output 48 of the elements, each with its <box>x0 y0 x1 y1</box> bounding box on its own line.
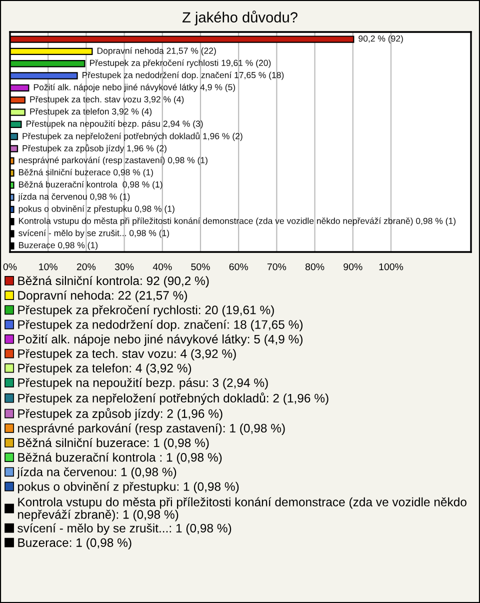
x-tick-label: 10% <box>39 263 58 270</box>
x-tick-label: 0% <box>3 263 17 270</box>
legend-label: Přestupek za nedodržení dop. značení: 18 (17,65 %) <box>18 320 303 332</box>
legend-label: Buzerace: 1 (0,98 %) <box>18 538 132 550</box>
data-label: pokus o obvinění z přestupku 0,98 % (1) <box>18 205 174 214</box>
data-label: Buzerace 0,98 % (1) <box>19 242 98 250</box>
data-label: Požití alk. nápoje nebo jiné návykové látky 4,9 % (5) <box>34 84 236 92</box>
data-label: Přestupek za nepřeložení potřebných dokladů 1,96 % (2) <box>22 132 242 141</box>
legend-label: Přestupek za tech. stav vozu: 4 (3,92 %) <box>18 348 236 360</box>
data-label: Přestupek na nepoužití bezp. pásu 2,94 % (3) <box>26 120 203 129</box>
x-tick-label: 20% <box>76 263 96 270</box>
legend-label: pokus o obvinění z přestupku: 1 (0,98 %) <box>18 482 239 494</box>
legend-label: Přestupek za telefon: 4 (3,92 %) <box>18 363 192 375</box>
data-label: Přestupek za nedodržení dop. značení 17,65 % (18) <box>82 72 284 80</box>
data-label: Kontrola vstupu do města při příležitosti konání demonstrace (zda ve vozidle někdo nepřeváží zbraně) 0,98 % (1) <box>19 217 456 226</box>
legend-label: Přestupek za překročení rychlosti: 20 (19,61 %) <box>18 305 274 317</box>
data-label: Běžná silniční buzerace 0,98 % (1) <box>19 168 153 178</box>
data-label: svícení - mělo by se zrušit... 0,98 % (1) <box>18 230 169 238</box>
legend-label: jízda na červenou: 1 (0,98 %) <box>16 467 176 479</box>
x-tick-label: 70% <box>267 263 286 270</box>
data-label: nesprávné parkování (resp zastavení) 0,98 % (1) <box>18 156 208 165</box>
data-label: jízda na červenou 0,98 % (1) <box>18 193 130 202</box>
data-label: Přestupek za překročení rychlosti 19,61 % (20) <box>90 59 271 68</box>
chart-title: Z jakého důvodu? <box>182 10 298 26</box>
legend-label: Přestupek za nepřeložení potřebných dokladů: 2 (1,96 %) <box>18 392 328 405</box>
data-label: Dopravní nehoda 21,57 % (22) <box>97 47 216 56</box>
x-tick-label: 50% <box>191 263 210 270</box>
legend-label: nesprávné parkování (resp zastavení): 1 (0,98 %) <box>18 423 285 435</box>
x-tick-label: 80% <box>305 263 324 270</box>
legend-label: Běžná silniční kontrola: 92 (90,2 %) <box>18 276 209 288</box>
legend-label: Dopravní nehoda: 22 (21,57 %) <box>18 290 188 302</box>
legend-label: Kontrola vstupu do města při příležitosti konání demonstrace (zda ve vozidle někdo nepřeváží zbraně): 1 (0,98 %) <box>18 497 466 522</box>
legend-label: Běžná buzerační kontrola : 1 (0,98 %) <box>18 452 222 464</box>
legend-label: Přestupek za způsob jízdy: 2 (1,96 %) <box>18 408 222 420</box>
x-tick-label: 100% <box>379 263 404 270</box>
data-label: Přestupek za způsob jízdy 1,96 % (2) <box>22 144 166 154</box>
legend-label: Běžná silniční buzerace: 1 (0,98 %) <box>18 438 209 450</box>
x-tick-label: 40% <box>152 263 172 270</box>
data-label: Přestupek za telefon 3,92 % (4) <box>30 108 152 116</box>
x-tick-label: 60% <box>229 263 248 270</box>
legend-label: Přestupek na nepoužití bezp. pásu: 3 (2,94 %) <box>18 378 268 390</box>
data-label: Přestupek za tech. stav vozu 3,92 % (4) <box>30 96 184 104</box>
x-tick-label: 30% <box>114 263 134 270</box>
data-label: 90,2 % (92) <box>358 35 403 44</box>
x-tick-label: 90% <box>344 263 362 270</box>
legend-label: Požití alk. nápoje nebo jiné návykové látky: 5 (4,9 %) <box>18 334 302 346</box>
legend-label: svícení - mělo by se zrušit...: 1 (0,98 %) <box>18 523 232 535</box>
data-label: Běžná buzerační kontrola 0,98 % (1) <box>19 181 162 190</box>
